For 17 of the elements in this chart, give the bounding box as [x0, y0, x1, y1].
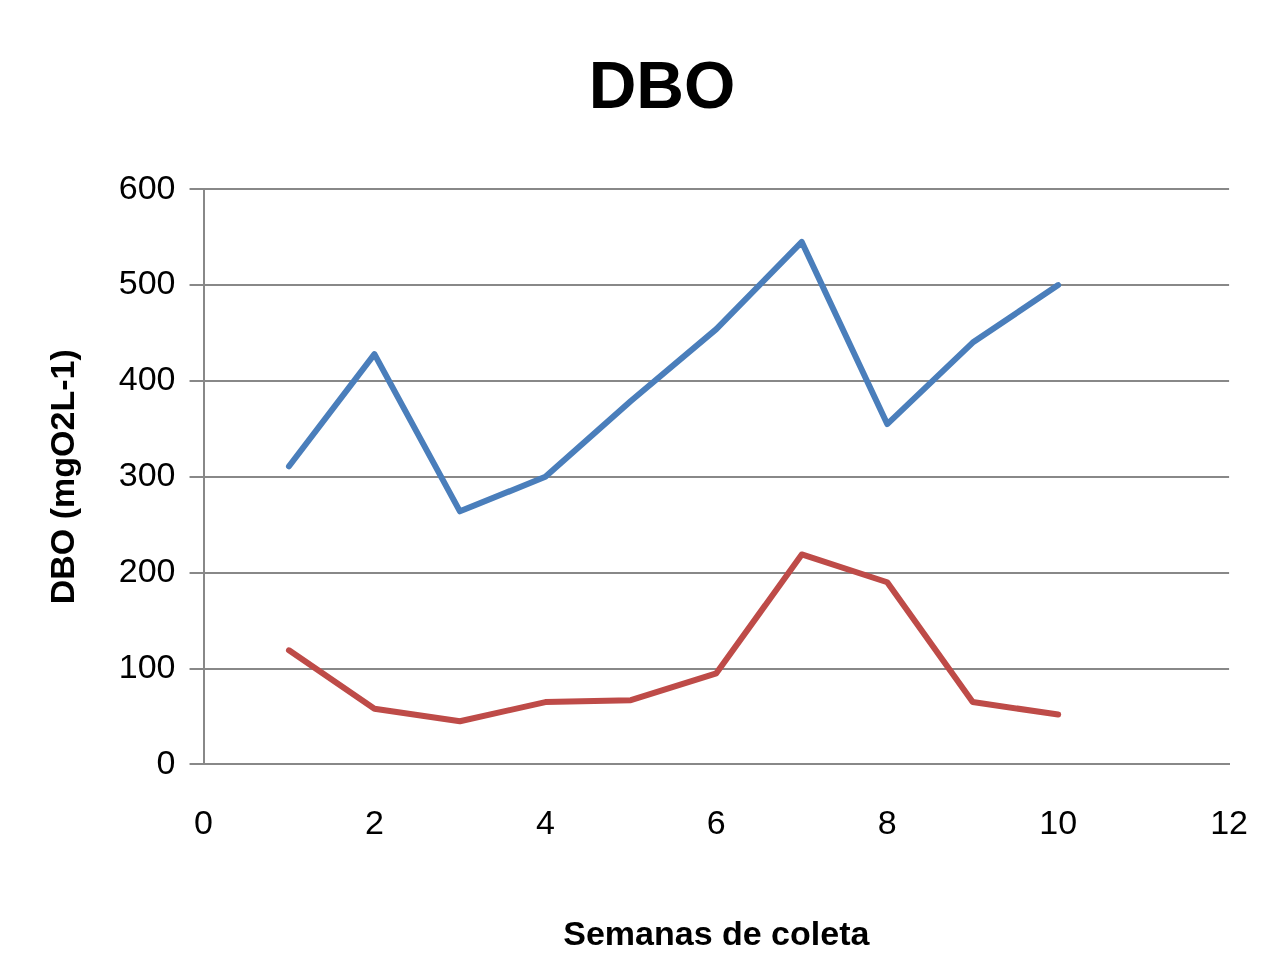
y-tick-label: 300: [118, 455, 176, 494]
y-axis-title: DBO (mgO2L-1): [42, 349, 81, 605]
y-tick-label: 0: [156, 742, 176, 781]
x-tick-label: 10: [1039, 803, 1078, 842]
y-tick-label: 500: [118, 263, 176, 302]
x-tick-label: 2: [364, 803, 384, 842]
y-tick-label: 200: [118, 551, 176, 590]
x-axis-title: Semanas de coleta: [563, 913, 871, 952]
x-tick-label: 12: [1210, 803, 1248, 842]
x-tick-label: 4: [535, 803, 555, 842]
x-tick-label: 8: [877, 803, 897, 842]
chart-title: DBO: [588, 47, 736, 122]
y-tick-label: 100: [118, 646, 176, 685]
x-tick-label: 0: [194, 803, 213, 842]
x-tick-label: 6: [706, 803, 726, 842]
y-tick-label: 400: [118, 359, 176, 398]
y-tick-label: 600: [118, 167, 176, 206]
